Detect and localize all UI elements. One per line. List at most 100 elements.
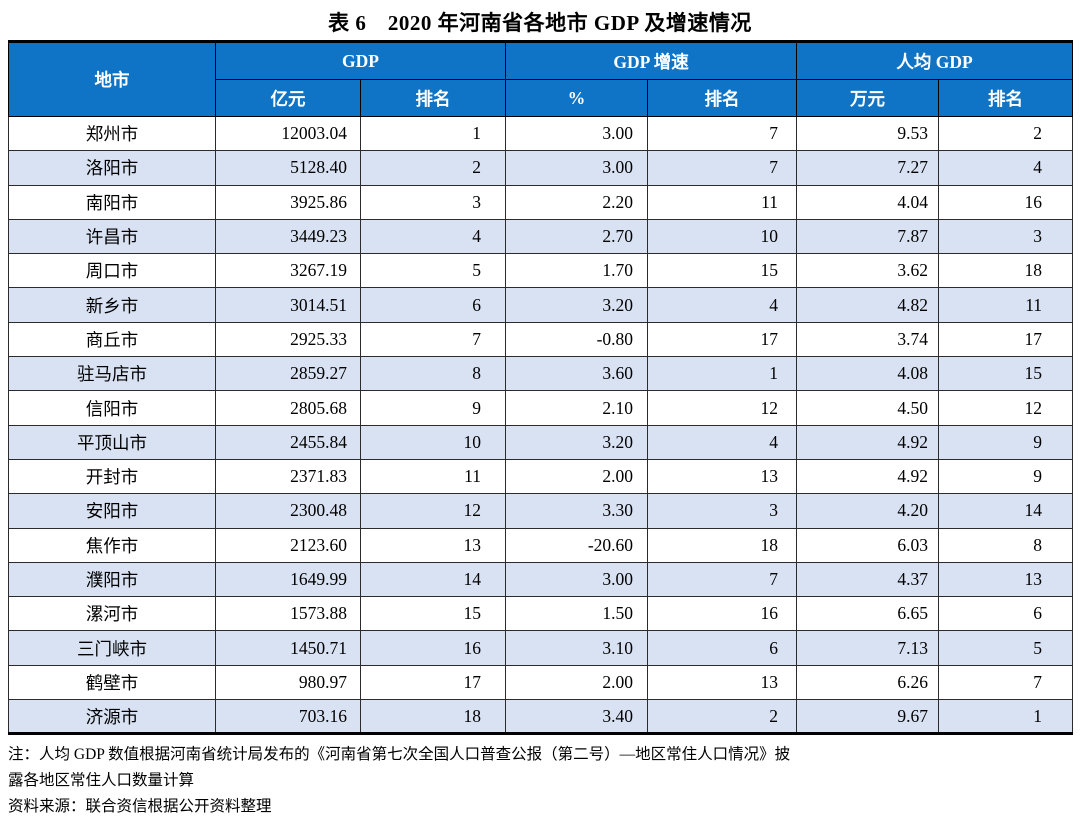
growth-cell: 2.20 bbox=[505, 184, 649, 220]
city-cell: 开封市 bbox=[8, 458, 216, 495]
per-capita-cell: 4.82 bbox=[796, 287, 940, 323]
table-row: 三门峡市 1450.71 16 3.10 6 7.13 5 bbox=[8, 630, 1074, 666]
per-capita-cell: 6.26 bbox=[796, 664, 940, 701]
gdp-cell: 3014.51 bbox=[215, 287, 361, 323]
city-cell: 洛阳市 bbox=[8, 150, 216, 186]
gdp-rank-cell: 16 bbox=[359, 630, 507, 666]
table-row: 新乡市 3014.51 6 3.20 4 4.82 11 bbox=[8, 287, 1074, 323]
header-group-per-capita-gdp: 人均 GDP bbox=[796, 41, 1074, 80]
header-gdp-unit: 亿元 bbox=[215, 79, 361, 117]
growth-rank-cell: 10 bbox=[647, 218, 798, 255]
growth-cell: 3.10 bbox=[505, 630, 649, 666]
growth-rank-cell: 4 bbox=[647, 424, 798, 460]
table-row: 濮阳市 1649.99 14 3.00 7 4.37 13 bbox=[8, 561, 1074, 598]
header-group-row: 地市 GDP GDP 增速 人均 GDP bbox=[8, 41, 1074, 117]
per-capita-rank-cell: 17 bbox=[938, 321, 1074, 358]
table-row: 平顶山市 2455.84 10 3.20 4 4.92 9 bbox=[8, 424, 1074, 460]
growth-rank-cell: 4 bbox=[647, 287, 798, 323]
per-capita-rank-cell: 4 bbox=[938, 150, 1074, 186]
gdp-rank-cell: 17 bbox=[359, 664, 507, 701]
growth-cell: -20.60 bbox=[505, 527, 649, 563]
table-row: 信阳市 2805.68 9 2.10 12 4.50 12 bbox=[8, 390, 1074, 426]
per-capita-rank-cell: 6 bbox=[938, 596, 1074, 632]
table-row: 焦作市 2123.60 13 -20.60 18 6.03 8 bbox=[8, 527, 1074, 563]
growth-cell: 3.20 bbox=[505, 287, 649, 323]
per-capita-cell: 6.65 bbox=[796, 596, 940, 632]
gdp-rank-cell: 1 bbox=[359, 115, 507, 152]
gdp-cell: 980.97 bbox=[215, 664, 361, 701]
growth-rank-cell: 7 bbox=[647, 150, 798, 186]
gdp-cell: 2925.33 bbox=[215, 321, 361, 358]
city-cell: 许昌市 bbox=[8, 218, 216, 255]
growth-rank-cell: 7 bbox=[647, 561, 798, 598]
header-sub-row: 亿元 排名 % 排名 万元 排名 bbox=[9, 79, 1074, 117]
table-row: 郑州市 12003.04 1 3.00 7 9.53 2 bbox=[8, 115, 1074, 152]
per-capita-rank-cell: 9 bbox=[938, 458, 1074, 495]
city-cell: 鹤壁市 bbox=[8, 664, 216, 701]
per-capita-rank-cell: 18 bbox=[938, 253, 1074, 289]
gdp-cell: 3925.86 bbox=[215, 184, 361, 220]
per-capita-cell: 6.03 bbox=[796, 527, 940, 563]
city-cell: 信阳市 bbox=[8, 390, 216, 426]
growth-cell: 3.20 bbox=[505, 424, 649, 460]
per-capita-cell: 4.92 bbox=[796, 458, 940, 495]
growth-rank-cell: 18 bbox=[647, 527, 798, 563]
table-row: 鹤壁市 980.97 17 2.00 13 6.26 7 bbox=[8, 664, 1074, 701]
growth-rank-cell: 1 bbox=[647, 356, 798, 392]
gdp-cell: 3267.19 bbox=[215, 253, 361, 289]
growth-rank-cell: 3 bbox=[647, 493, 798, 529]
gdp-cell: 2805.68 bbox=[215, 390, 361, 426]
table-notes: 注：人均 GDP 数值根据河南省统计局发布的《河南省第七次全国人口普查公报（第二… bbox=[8, 742, 1072, 820]
growth-cell: -0.80 bbox=[505, 321, 649, 358]
per-capita-rank-cell: 13 bbox=[938, 561, 1074, 598]
gdp-rank-cell: 7 bbox=[359, 321, 507, 358]
city-cell: 新乡市 bbox=[8, 287, 216, 323]
gdp-cell: 2371.83 bbox=[215, 458, 361, 495]
city-cell: 平顶山市 bbox=[8, 424, 216, 460]
growth-rank-cell: 7 bbox=[647, 115, 798, 152]
growth-cell: 2.00 bbox=[505, 458, 649, 495]
gdp-rank-cell: 8 bbox=[359, 356, 507, 392]
city-cell: 焦作市 bbox=[8, 527, 216, 563]
per-capita-rank-cell: 9 bbox=[938, 424, 1074, 460]
per-capita-rank-cell: 16 bbox=[938, 184, 1074, 220]
gdp-cell: 1573.88 bbox=[215, 596, 361, 632]
gdp-cell: 2123.60 bbox=[215, 527, 361, 563]
table-row: 许昌市 3449.23 4 2.70 10 7.87 3 bbox=[8, 218, 1074, 255]
per-capita-cell: 7.27 bbox=[796, 150, 940, 186]
gdp-cell: 1450.71 bbox=[215, 630, 361, 666]
table-note-line1: 注：人均 GDP 数值根据河南省统计局发布的《河南省第七次全国人口普查公报（第二… bbox=[8, 746, 791, 764]
gdp-cell: 703.16 bbox=[215, 699, 361, 735]
gdp-cell: 1649.99 bbox=[215, 561, 361, 598]
gdp-cell: 5128.40 bbox=[215, 150, 361, 186]
table-row: 南阳市 3925.86 3 2.20 11 4.04 16 bbox=[8, 184, 1074, 220]
table-row: 开封市 2371.83 11 2.00 13 4.92 9 bbox=[8, 458, 1074, 495]
header-per-capita-rank: 排名 bbox=[938, 79, 1074, 117]
per-capita-cell: 3.62 bbox=[796, 253, 940, 289]
growth-cell: 3.60 bbox=[505, 356, 649, 392]
growth-rank-cell: 13 bbox=[647, 664, 798, 701]
gdp-rank-cell: 18 bbox=[359, 699, 507, 735]
gdp-cell: 2859.27 bbox=[215, 356, 361, 392]
table-body: 郑州市 12003.04 1 3.00 7 9.53 2 洛阳市 5128.40 2 3.00 7 7.… bbox=[8, 115, 1074, 735]
gdp-cell: 2300.48 bbox=[215, 493, 361, 529]
growth-rank-cell: 2 bbox=[647, 699, 798, 735]
growth-cell: 3.00 bbox=[505, 150, 649, 186]
header-growth-rank: 排名 bbox=[647, 79, 798, 117]
city-cell: 安阳市 bbox=[8, 493, 216, 529]
city-cell: 周口市 bbox=[8, 253, 216, 289]
gdp-rank-cell: 6 bbox=[359, 287, 507, 323]
growth-rank-cell: 17 bbox=[647, 321, 798, 358]
gdp-table: 地市 GDP GDP 增速 人均 GDP 亿元 排名 % 排名 万元 排名 郑州… bbox=[8, 40, 1074, 736]
per-capita-rank-cell: 14 bbox=[938, 493, 1074, 529]
per-capita-cell: 4.37 bbox=[796, 561, 940, 598]
per-capita-cell: 4.50 bbox=[796, 390, 940, 426]
growth-rank-cell: 12 bbox=[647, 390, 798, 426]
growth-cell: 3.30 bbox=[505, 493, 649, 529]
growth-cell: 2.00 bbox=[505, 664, 649, 701]
gdp-table-container: 地市 GDP GDP 增速 人均 GDP 亿元 排名 % 排名 万元 排名 郑州… bbox=[8, 40, 1074, 736]
growth-cell: 3.40 bbox=[505, 699, 649, 735]
gdp-rank-cell: 4 bbox=[359, 218, 507, 255]
city-cell: 商丘市 bbox=[8, 321, 216, 358]
per-capita-cell: 4.08 bbox=[796, 356, 940, 392]
